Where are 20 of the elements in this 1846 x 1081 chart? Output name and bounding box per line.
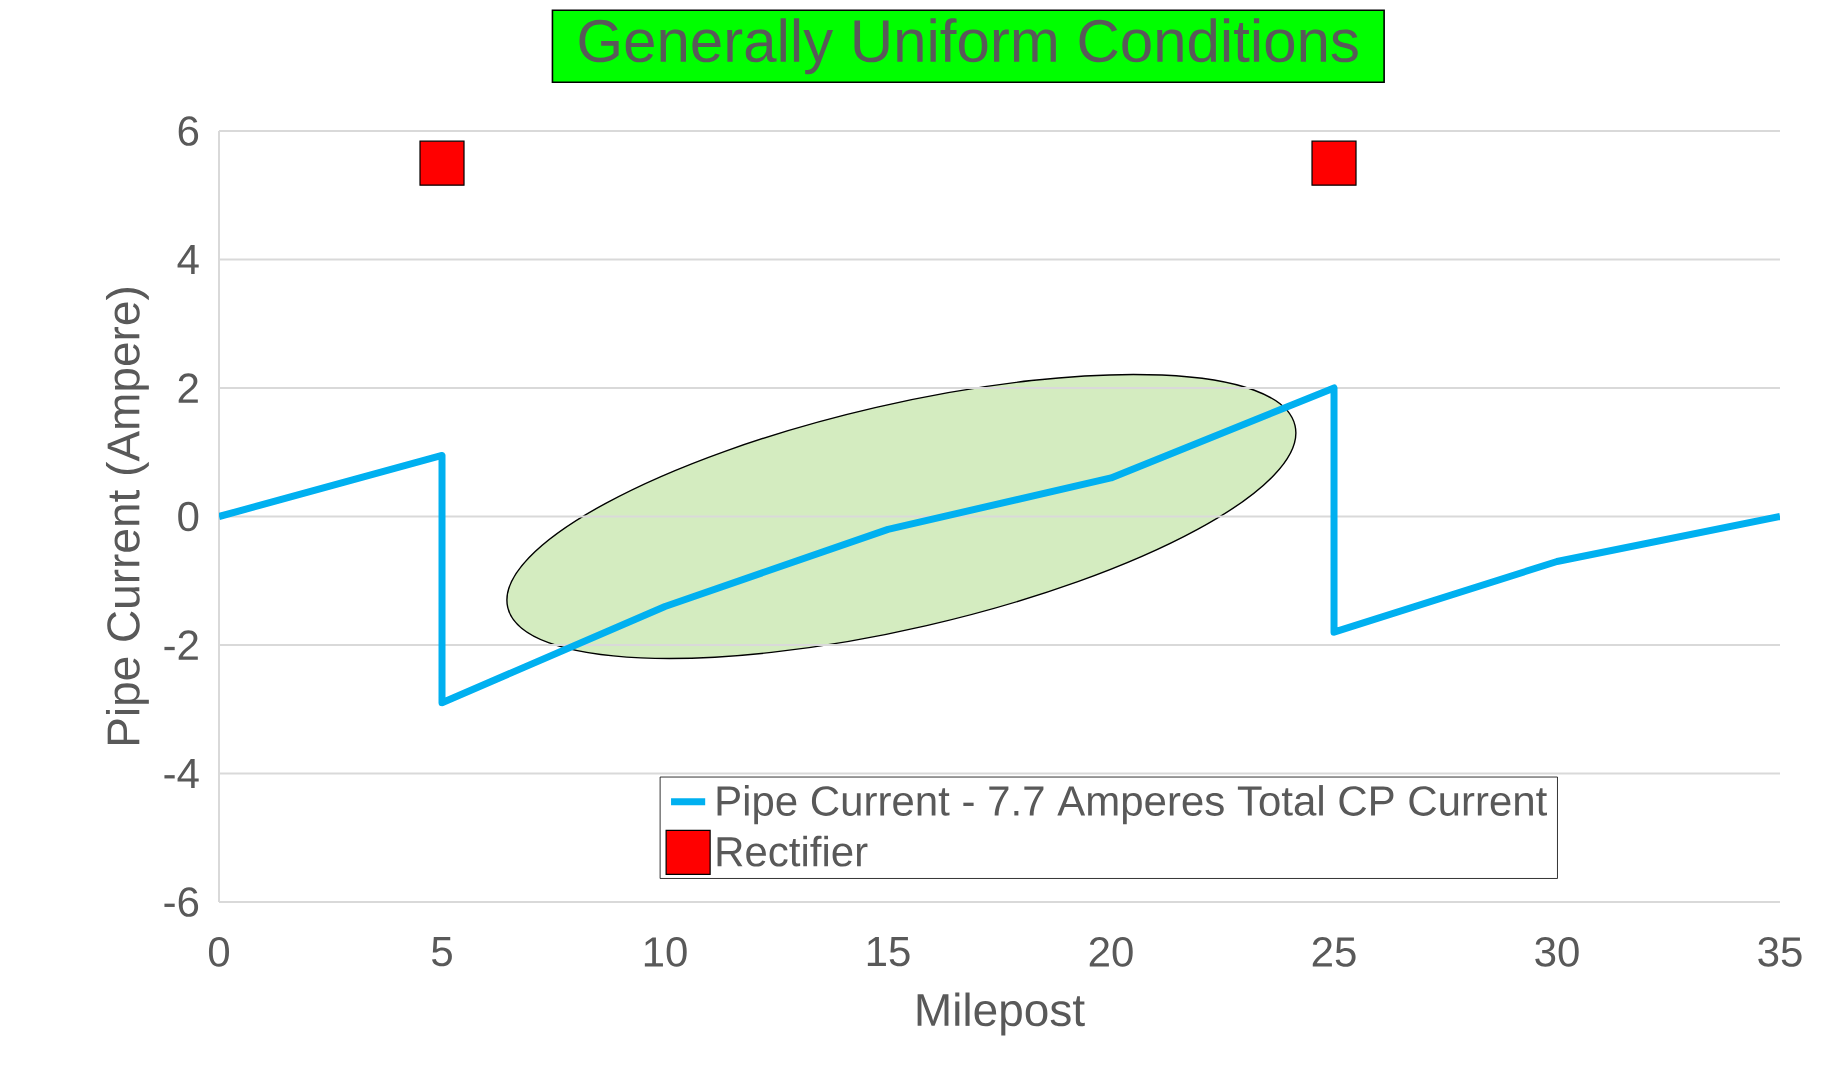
legend-label: Rectifier	[717, 835, 868, 867]
y-tick-label: 0	[178, 501, 199, 532]
x-tick-label: 10	[644, 937, 687, 967]
y-tick-label: -2	[164, 630, 198, 660]
y-tick-label: 6	[178, 116, 199, 146]
y-tick-label: 2	[178, 373, 198, 403]
y-tick-label: 4	[177, 245, 199, 274]
y-tick-label: -6	[164, 887, 199, 917]
x-tick-label: 30	[1535, 937, 1579, 967]
x-tick-label: 25	[1312, 937, 1356, 967]
y-axis-title: Pipe Current (Ampere)	[105, 288, 149, 745]
legend-label: Pipe Current - 7.7 Amperes Total CP Current	[717, 785, 1547, 825]
x-tick-label: 15	[867, 937, 910, 967]
x-tick-label: 0	[208, 937, 230, 967]
x-tick-label: 35	[1758, 937, 1802, 967]
x-tick-label: 5	[432, 937, 452, 967]
chart-title: Generally Uniform Conditions	[579, 18, 1358, 75]
x-axis-title: Milepost	[917, 992, 1085, 1036]
y-tick-label: -4	[164, 759, 199, 788]
x-tick-label: 20	[1089, 937, 1133, 967]
